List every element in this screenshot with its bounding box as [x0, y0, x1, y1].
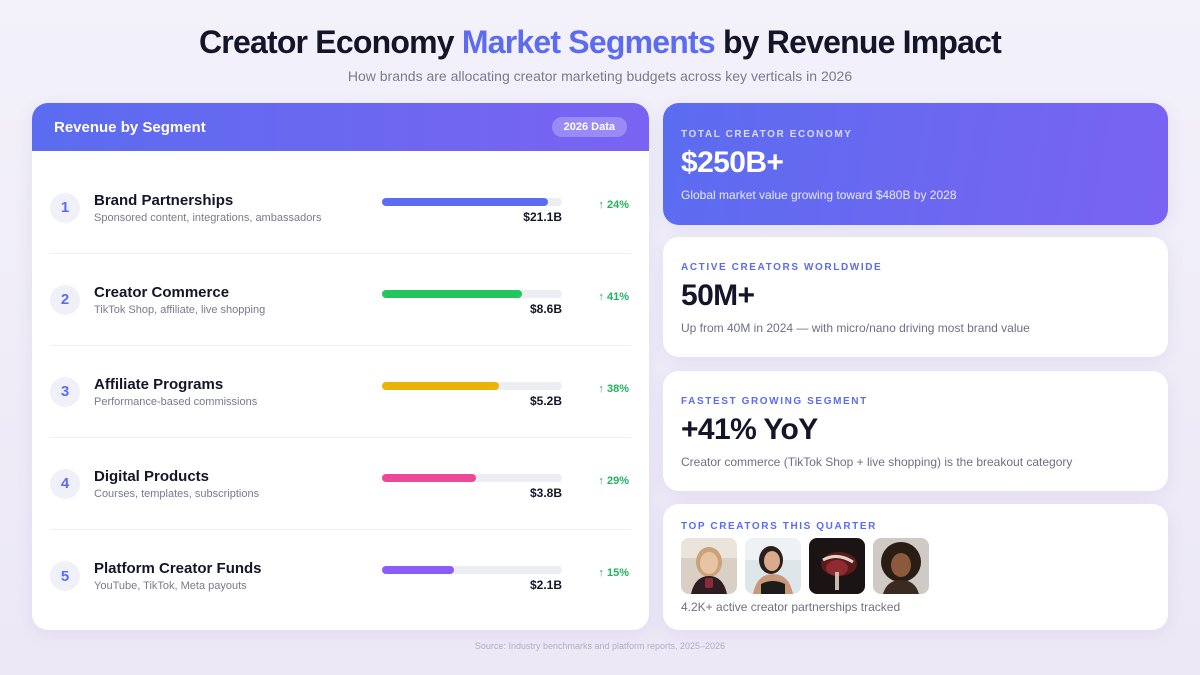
segment-row[interactable]: 5 Platform Creator Funds YouTube, TikTok, …	[50, 530, 631, 622]
title-suffix: by Revenue Impact	[722, 24, 1002, 60]
segment-bar-track	[382, 198, 562, 206]
segment-list: 1 Brand Partnerships Sponsored content, in…	[32, 151, 649, 622]
segment-rank: 5	[50, 561, 80, 591]
stat-description: 4.2K+ active creator partnerships tracke…	[681, 600, 901, 614]
segment-bar-fill	[382, 198, 548, 206]
segment-revenue: $21.1B	[523, 210, 562, 224]
stat-description: Up from 40M in 2024 — with micro/nano dr…	[681, 321, 1030, 335]
segment-bar: $8.6B	[382, 290, 562, 316]
segment-name: Platform Creator Funds	[94, 560, 262, 577]
segment-bar: $2.1B	[382, 566, 562, 592]
segment-bar-fill	[382, 382, 499, 390]
stat-description: Global market value growing toward $480B…	[681, 188, 957, 202]
segment-rank: 3	[50, 376, 80, 407]
segment-description: Sponsored content, integrations, ambassa…	[94, 211, 322, 224]
segment-revenue: $3.8B	[529, 486, 562, 500]
segment-text: Platform Creator Funds YouTube, TikTok, M…	[94, 560, 382, 592]
segment-text: Creator Commerce TikTok Shop, affiliate, …	[94, 284, 382, 316]
segment-bar-track	[382, 566, 562, 574]
data-year-badge: 2026 Data	[551, 117, 627, 137]
avatar[interactable]	[809, 538, 865, 594]
segment-bar: $3.8B	[382, 474, 562, 500]
segment-row[interactable]: 1 Brand Partnerships Sponsored content, in…	[50, 162, 631, 254]
stat-label: TOTAL CREATOR ECONOMY	[681, 129, 853, 140]
segment-text: Digital Products Courses, templates, subs…	[94, 468, 382, 500]
segment-growth: ↑ 29%	[598, 475, 629, 487]
creator-avatars	[681, 538, 1150, 594]
segment-revenue: $5.2B	[529, 394, 562, 408]
top-creators-card: TOP CREATORS THIS QUARTER	[663, 504, 1168, 630]
segment-card-title: Revenue by Segment	[54, 118, 206, 136]
avatar[interactable]	[681, 538, 737, 594]
segment-growth: ↑ 38%	[598, 383, 629, 395]
segment-rank: 1	[50, 192, 80, 223]
page-subtitle: How brands are allocating creator market…	[347, 68, 853, 84]
stat-value: 50M+	[681, 279, 755, 312]
segment-rank: 2	[50, 284, 80, 315]
segment-name: Brand Partnerships	[94, 191, 234, 209]
segment-name: Affiliate Programs	[94, 375, 224, 393]
title-prefix: Creator Economy	[199, 24, 455, 60]
stat-label: TOP CREATORS THIS QUARTER	[681, 521, 877, 532]
segment-name: Digital Products	[94, 467, 210, 485]
segment-bar-track	[382, 474, 562, 482]
segment-growth: ↑ 24%	[598, 199, 629, 211]
segment-bar-fill	[382, 474, 476, 482]
stat-value: +41% YoY	[681, 413, 818, 446]
stat-label: FASTEST GROWING SEGMENT	[681, 396, 868, 407]
source-note: Source: Industry benchmarks and platform…	[474, 641, 726, 651]
revenue-by-segment-card: Revenue by Segment 2026 Data 1 Brand Part…	[32, 103, 649, 630]
segment-card-header: Revenue by Segment 2026 Data	[32, 103, 649, 151]
avatar[interactable]	[873, 538, 929, 594]
total-creator-economy-card: TOTAL CREATOR ECONOMY $250B+ Global mark…	[663, 103, 1168, 225]
segment-description: YouTube, TikTok, Meta payouts	[94, 580, 247, 592]
segment-bar-track	[382, 290, 562, 298]
page-title: Creator Economy Market Segments by Reven…	[0, 24, 1200, 61]
segment-text: Affiliate Programs Performance-based comm…	[94, 376, 382, 408]
segment-revenue: $8.6B	[529, 302, 562, 316]
stat-description: Creator commerce (TikTok Shop + live sho…	[681, 455, 1073, 469]
segment-description: Performance-based commissions	[94, 395, 258, 408]
segment-text: Brand Partnerships Sponsored content, int…	[94, 192, 382, 224]
segment-description: TikTok Shop, affiliate, live shopping	[94, 303, 266, 316]
segment-rank: 4	[50, 468, 80, 499]
segment-bar-fill	[382, 566, 454, 574]
segment-revenue: $2.1B	[529, 578, 562, 592]
segment-growth: ↑ 15%	[598, 567, 629, 579]
segment-name: Creator Commerce	[94, 283, 230, 301]
avatar[interactable]	[745, 538, 801, 594]
segment-bar: $21.1B	[382, 198, 562, 224]
segment-bar-fill	[382, 290, 523, 298]
segment-row[interactable]: 3 Affiliate Programs Performance-based com…	[50, 346, 631, 438]
stat-value: $250B+	[681, 146, 784, 179]
segment-row[interactable]: 4 Digital Products Courses, templates, sub…	[50, 438, 631, 530]
stat-label: ACTIVE CREATORS WORLDWIDE	[681, 262, 883, 273]
segment-growth: ↑ 41%	[598, 291, 629, 303]
segment-description: Courses, templates, subscriptions	[94, 487, 260, 500]
segment-bar: $5.2B	[382, 382, 562, 408]
fastest-growing-segment-card: FASTEST GROWING SEGMENT +41% YoY Creator…	[663, 371, 1168, 491]
title-highlight: Market Segments	[461, 24, 716, 60]
segment-bar-track	[382, 382, 562, 390]
segment-row[interactable]: 2 Creator Commerce TikTok Shop, affiliate,…	[50, 254, 631, 346]
active-creators-card: ACTIVE CREATORS WORLDWIDE 50M+ Up from 4…	[663, 237, 1168, 357]
